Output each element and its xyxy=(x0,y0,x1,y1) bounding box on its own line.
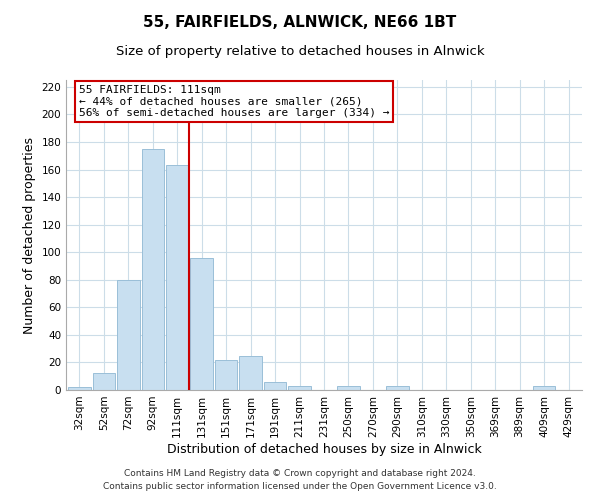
Bar xyxy=(68,387,91,390)
Bar xyxy=(166,166,188,390)
Bar xyxy=(337,386,360,390)
Text: 55, FAIRFIELDS, ALNWICK, NE66 1BT: 55, FAIRFIELDS, ALNWICK, NE66 1BT xyxy=(143,15,457,30)
Bar xyxy=(288,386,311,390)
Bar xyxy=(190,258,213,390)
Bar xyxy=(215,360,238,390)
Bar xyxy=(386,386,409,390)
X-axis label: Distribution of detached houses by size in Alnwick: Distribution of detached houses by size … xyxy=(167,442,481,456)
Bar xyxy=(264,382,286,390)
Text: 55 FAIRFIELDS: 111sqm
← 44% of detached houses are smaller (265)
56% of semi-det: 55 FAIRFIELDS: 111sqm ← 44% of detached … xyxy=(79,84,389,118)
Bar xyxy=(239,356,262,390)
Bar xyxy=(92,374,115,390)
Text: Size of property relative to detached houses in Alnwick: Size of property relative to detached ho… xyxy=(116,45,484,58)
Bar xyxy=(533,386,556,390)
Text: Contains public sector information licensed under the Open Government Licence v3: Contains public sector information licen… xyxy=(103,482,497,491)
Bar xyxy=(117,280,140,390)
Text: Contains HM Land Registry data © Crown copyright and database right 2024.: Contains HM Land Registry data © Crown c… xyxy=(124,468,476,477)
Bar xyxy=(142,149,164,390)
Y-axis label: Number of detached properties: Number of detached properties xyxy=(23,136,36,334)
